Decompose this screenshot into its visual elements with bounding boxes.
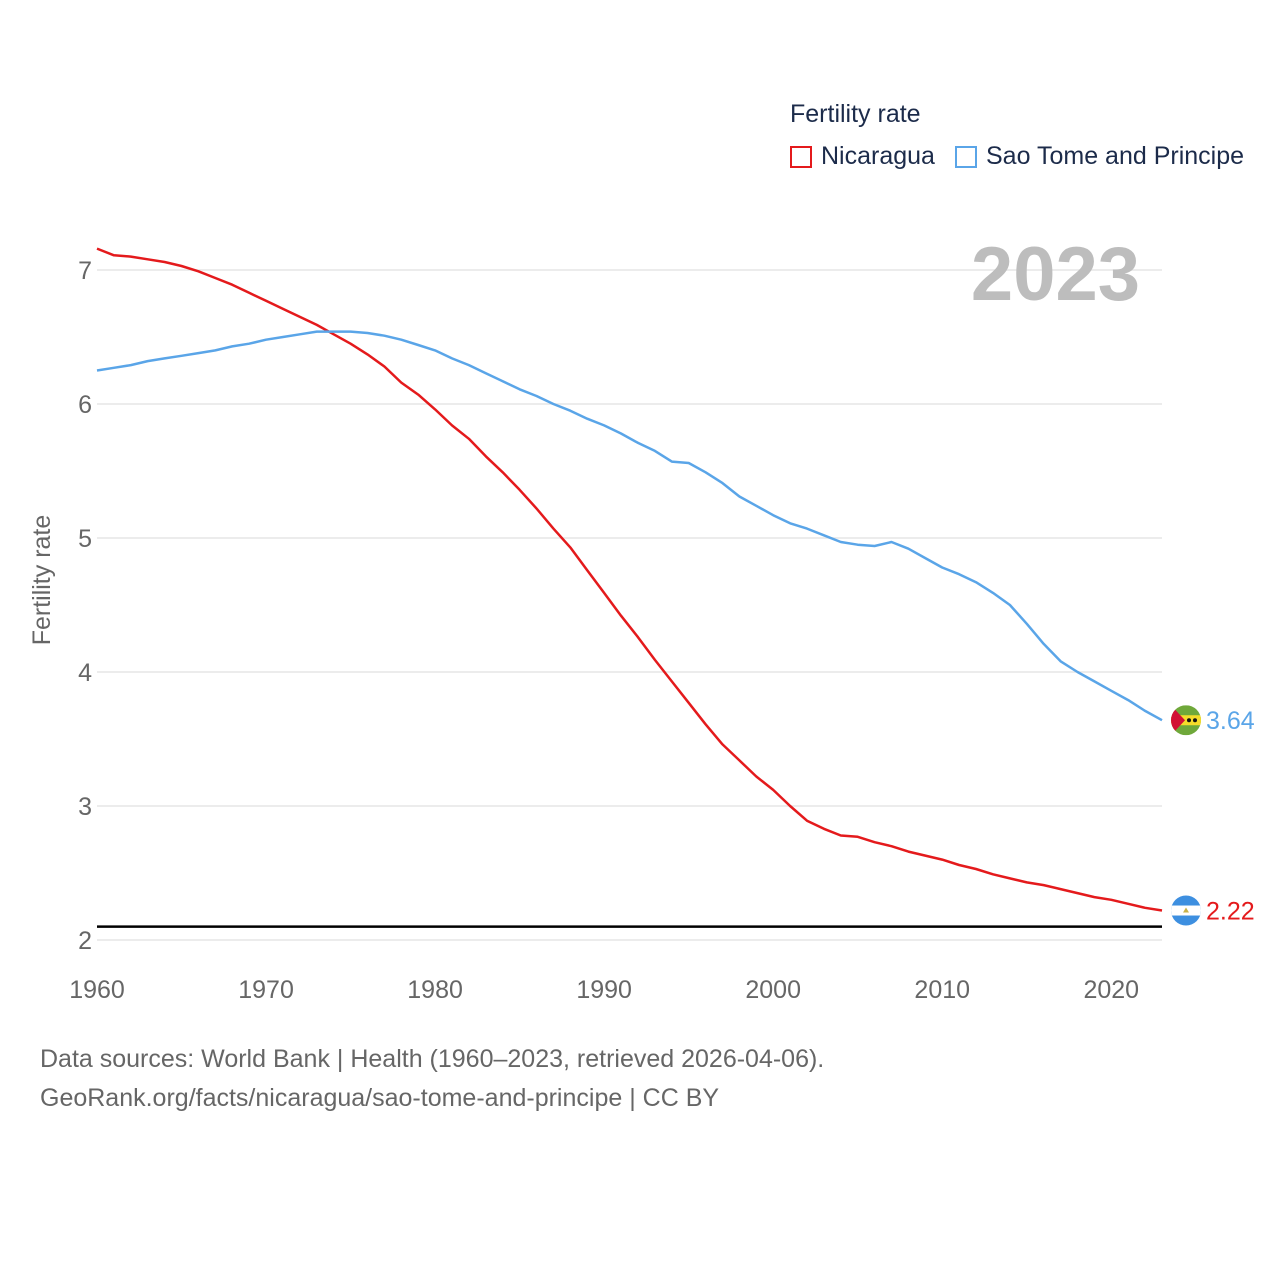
legend-swatch-sao-tome xyxy=(955,145,977,168)
x-tick-label: 2020 xyxy=(1083,976,1139,1004)
x-tick-label: 1980 xyxy=(407,976,463,1004)
series xyxy=(96,247,1163,912)
series-line-0 xyxy=(96,247,1163,912)
legend-title: Fertility rate xyxy=(790,100,921,128)
end-markers: 2.22 3.64 xyxy=(1171,705,1255,926)
axes: 2 3 4 5 6 7 1960 1970 1980 1990 2000 2010 2020 xyxy=(69,257,1139,1004)
legend-label-nicaragua: Nicaragua xyxy=(821,142,935,170)
legend-label-sao-tome: Sao Tome and Principe xyxy=(986,142,1245,170)
legend-swatch-nicaragua xyxy=(790,145,812,168)
grid-lines xyxy=(97,269,1162,941)
source-line-1: Data sources: World Bank | Health (1960–… xyxy=(40,1045,825,1073)
x-tick-label: 2000 xyxy=(745,976,801,1004)
year-watermark: 2023 xyxy=(971,232,1140,317)
y-tick-label: 4 xyxy=(78,659,92,687)
y-tick-label: 5 xyxy=(78,525,92,553)
x-tick-label: 2010 xyxy=(914,976,970,1004)
y-tick-label: 7 xyxy=(78,257,92,285)
y-tick-label: 3 xyxy=(78,793,92,821)
y-axis-label: Fertility rate xyxy=(28,515,56,646)
x-tick-label: 1970 xyxy=(238,976,294,1004)
legend-item-nicaragua[interactable]: Nicaragua xyxy=(790,142,935,171)
end-value-label-1: 3.64 xyxy=(1206,707,1255,735)
flag-icon-0 xyxy=(1171,895,1201,926)
flag-icon-1 xyxy=(1171,705,1201,736)
y-tick-label: 6 xyxy=(78,391,92,419)
legend-item-sao-tome[interactable]: Sao Tome and Principe xyxy=(955,142,1244,171)
y-tick-label: 2 xyxy=(78,927,92,955)
x-tick-label: 1990 xyxy=(576,976,632,1004)
source-line-2[interactable]: GeoRank.org/facts/nicaragua/sao-tome-and… xyxy=(40,1084,720,1112)
end-value-label-0: 2.22 xyxy=(1206,898,1255,926)
series-line-1 xyxy=(96,330,1163,722)
x-tick-label: 1960 xyxy=(69,976,125,1004)
